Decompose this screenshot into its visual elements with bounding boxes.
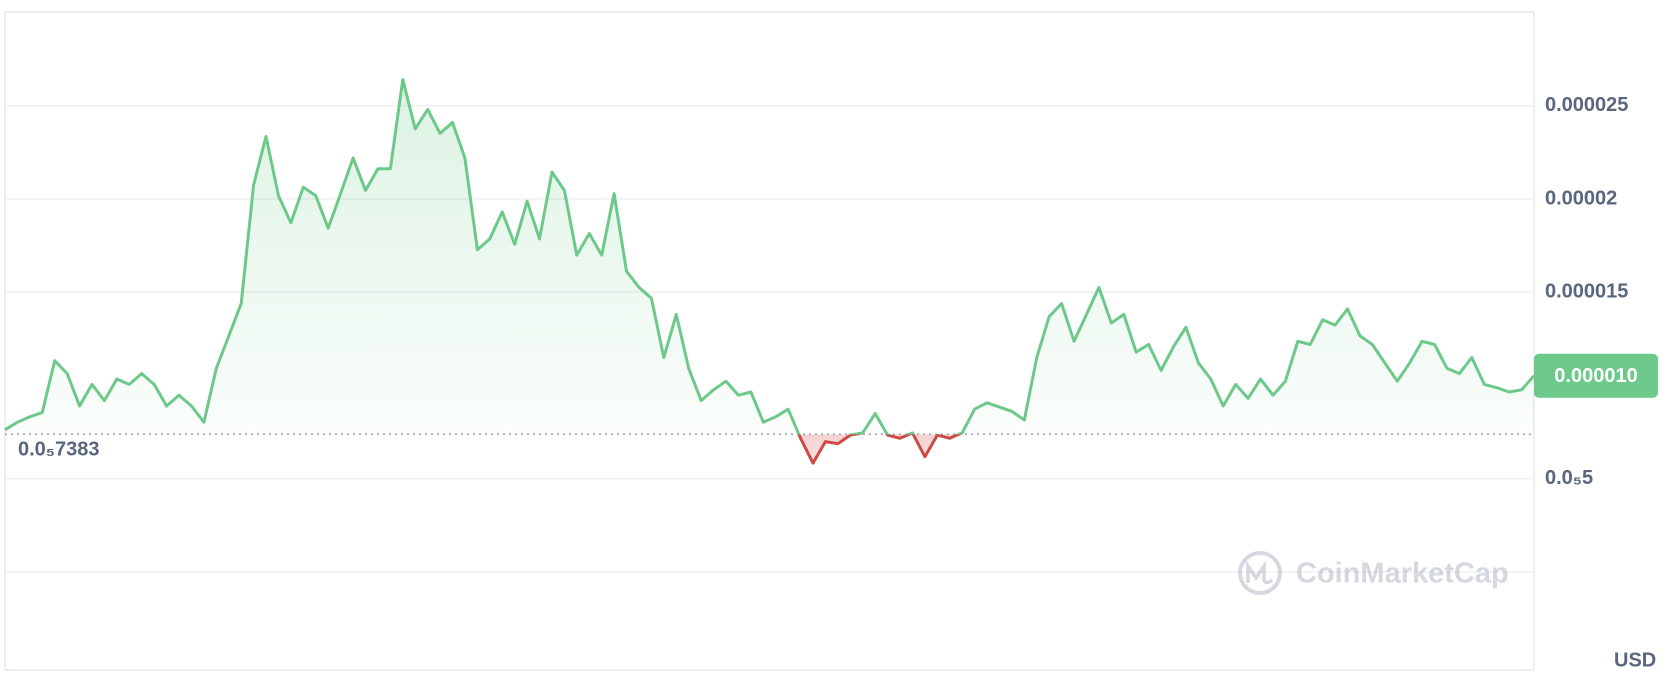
current-price-box	[1534, 353, 1658, 398]
currency-label: USD	[1614, 649, 1656, 671]
watermark-logo-mark	[1246, 560, 1274, 585]
price-line	[4, 78, 1536, 465]
grid: 0.0₅5 0.000015 0.00002 0.000025	[5, 94, 1628, 489]
watermark-logo	[1238, 551, 1282, 595]
y-tick-label: 0.0₅5	[1545, 467, 1593, 489]
current-price-label: 0.000010	[1554, 365, 1637, 387]
baseline-label: 0.0₅7383	[18, 439, 99, 461]
plot: 0.0₅7383 0.000010	[4, 78, 1658, 465]
watermark-text: CoinMarketCap	[1296, 558, 1509, 590]
baseline-label-bg	[12, 436, 118, 465]
price-area	[5, 79, 1534, 464]
y-tick-label: 0.00002	[1545, 187, 1617, 209]
y-tick-label: 0.000025	[1545, 94, 1628, 116]
y-tick-label: 0.000015	[1545, 281, 1628, 303]
watermark: CoinMarketCap	[1238, 551, 1509, 595]
